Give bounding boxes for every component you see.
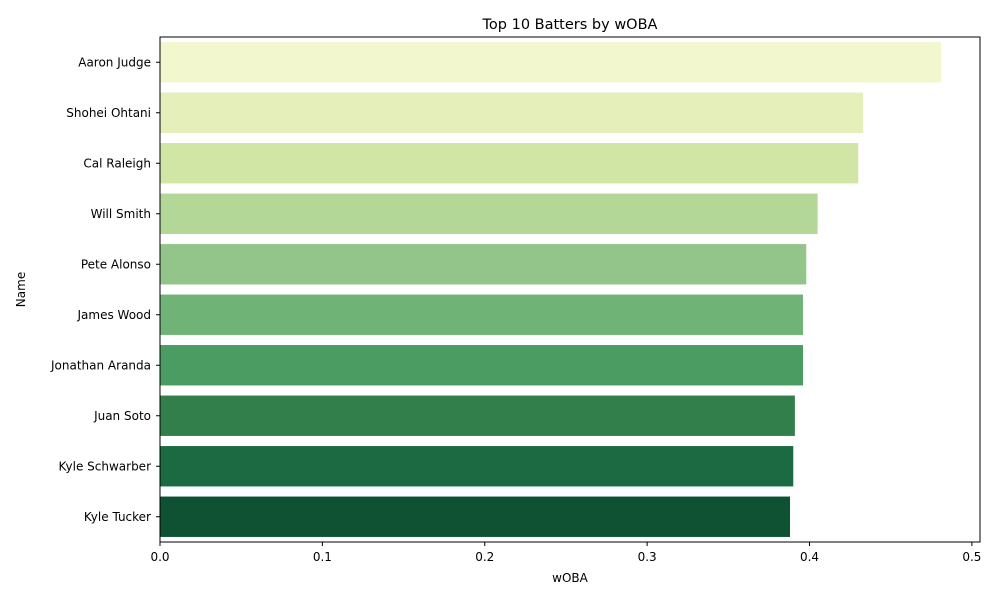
bar-kyle-tucker <box>160 496 791 537</box>
y-tick-label: Jonathan Aranda <box>50 358 151 372</box>
y-tick-label: Kyle Schwarber <box>59 459 152 473</box>
y-tick-label: Aaron Judge <box>78 55 151 69</box>
plot-frame <box>159 36 981 543</box>
y-tick-label: Cal Raleigh <box>83 156 151 170</box>
bar-juan-soto <box>160 395 795 436</box>
bar-james-wood <box>160 294 804 335</box>
x-axis-label: wOBA <box>552 571 588 585</box>
x-tick-label: 0.3 <box>638 550 657 564</box>
y-axis-label: Name <box>14 272 28 307</box>
x-tick-label: 0.5 <box>962 550 981 564</box>
x-tick-label: 0.0 <box>150 550 169 564</box>
bar-jonathan-aranda <box>160 345 804 386</box>
x-axis-ticks: 0.0 0.1 0.2 0.3 0.4 0.5 <box>150 542 981 564</box>
y-tick-label: Shohei Ohtani <box>66 106 151 120</box>
bar-kyle-schwarber <box>160 446 794 487</box>
bar-will-smith <box>160 193 818 234</box>
y-axis-ticks: Aaron Judge Shohei Ohtani Cal Raleigh Will … <box>50 55 160 524</box>
y-tick-label: Pete Alonso <box>81 257 151 271</box>
x-tick-label: 0.4 <box>800 550 819 564</box>
x-tick-label: 0.2 <box>475 550 494 564</box>
y-tick-label: James Wood <box>77 308 152 322</box>
bar-shohei-ohtani <box>160 92 864 133</box>
x-tick-label: 0.1 <box>313 550 332 564</box>
bars-layer <box>160 42 942 537</box>
y-tick-label: Juan Soto <box>93 409 151 423</box>
y-tick-label: Kyle Tucker <box>84 510 151 524</box>
chart-title: Top 10 Batters by wOBA <box>482 17 658 33</box>
y-tick-label: Will Smith <box>91 207 151 221</box>
bar-cal-raleigh <box>160 143 859 184</box>
bar-aaron-judge <box>160 42 942 83</box>
bar-pete-alonso <box>160 244 807 285</box>
